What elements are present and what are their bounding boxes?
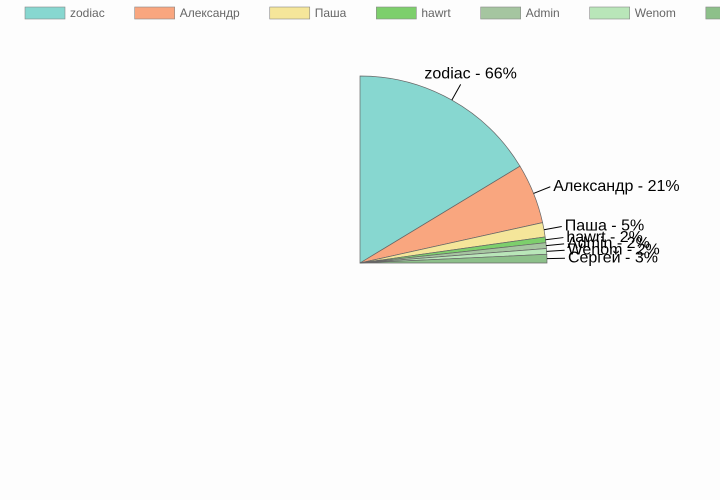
- legend-item: hawrt: [376, 6, 451, 20]
- leader-line: [543, 226, 562, 231]
- data-label: Admin - 2%: [567, 235, 650, 252]
- legend-item: Сергей: [705, 6, 720, 20]
- legend-label: Паша: [315, 6, 347, 20]
- legend-swatch: [705, 6, 720, 20]
- legend-item: Wenom: [589, 6, 676, 20]
- leader-line: [546, 243, 565, 247]
- data-label: Сергей - 3%: [568, 249, 658, 266]
- legend-label: zodiac: [70, 6, 105, 20]
- leader-line: [533, 186, 551, 194]
- legend-swatch: [269, 6, 311, 20]
- legend-item: Admin: [480, 6, 560, 20]
- legend-label: hawrt: [421, 6, 451, 20]
- legend-swatch: [134, 6, 175, 20]
- legend-swatch: [24, 6, 66, 20]
- legend-label: Wenom: [635, 6, 676, 20]
- pie-slice: [359, 75, 521, 264]
- leader-line: [545, 237, 564, 241]
- legend-swatch: [589, 6, 631, 20]
- data-label: zodiac - 66%: [424, 66, 517, 83]
- leader-line: [546, 249, 565, 252]
- legend-item: Александр: [134, 6, 240, 20]
- leader-line: [451, 84, 462, 101]
- data-label: Александр - 21%: [553, 178, 679, 195]
- legend-swatch: [480, 6, 521, 20]
- data-label: Wenom - 2%: [568, 241, 660, 258]
- legend-swatch: [376, 6, 417, 20]
- legend-item: Паша: [269, 6, 347, 20]
- data-label: hawrt - 2%: [566, 229, 642, 246]
- legend-item: zodiac: [24, 6, 105, 20]
- data-label: Паша - 5%: [565, 218, 644, 235]
- legend-label: Александр: [180, 6, 240, 20]
- legend-label: Admin: [526, 6, 560, 20]
